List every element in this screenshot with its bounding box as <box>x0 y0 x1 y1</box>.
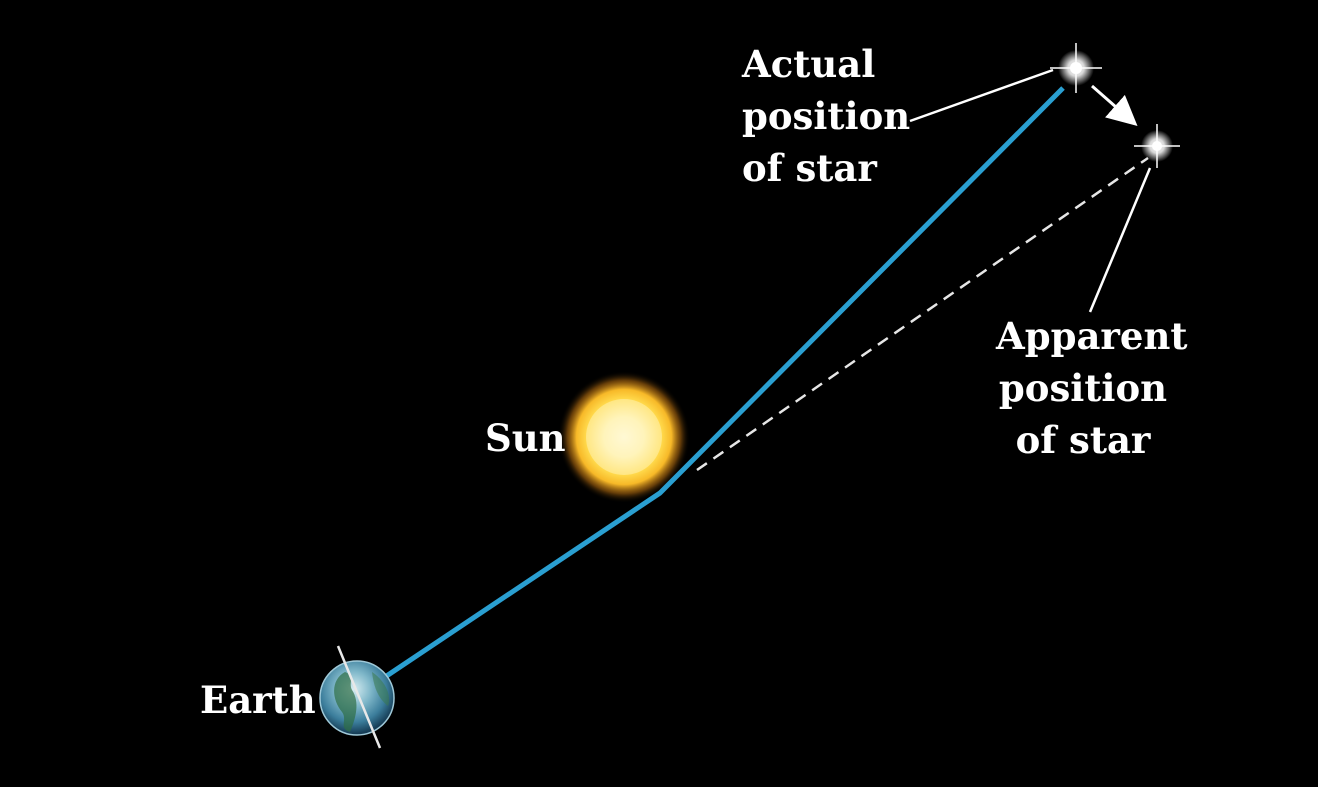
apparent-star-icon <box>1134 124 1180 168</box>
earth-axis <box>336 645 382 749</box>
earth-globe-icon <box>319 645 395 749</box>
actual-position-label: Actual position of star <box>742 38 910 194</box>
actual-star-icon <box>1050 43 1102 93</box>
apparent-sightline <box>696 156 1149 472</box>
apparent-label-line-1: Apparent <box>996 314 1188 358</box>
actual-leader-line <box>909 68 1054 123</box>
sun <box>558 371 690 503</box>
light-path <box>383 86 1065 680</box>
earth-label: Earth <box>200 678 316 722</box>
apparent-label-line-3: of star <box>1015 418 1151 462</box>
apparent-label-line-2: position <box>998 366 1168 410</box>
sun-core <box>586 399 662 475</box>
apparent-position-label: Apparent position of star <box>996 310 1188 466</box>
actual-label-line-3: of star <box>742 146 877 190</box>
apparent-leader-line <box>1088 167 1152 313</box>
shift-arrow <box>1091 84 1138 126</box>
actual-label-line-2: position <box>742 94 911 138</box>
actual-label-line-1: Actual <box>742 42 876 86</box>
sun-label: Sun <box>485 416 566 460</box>
